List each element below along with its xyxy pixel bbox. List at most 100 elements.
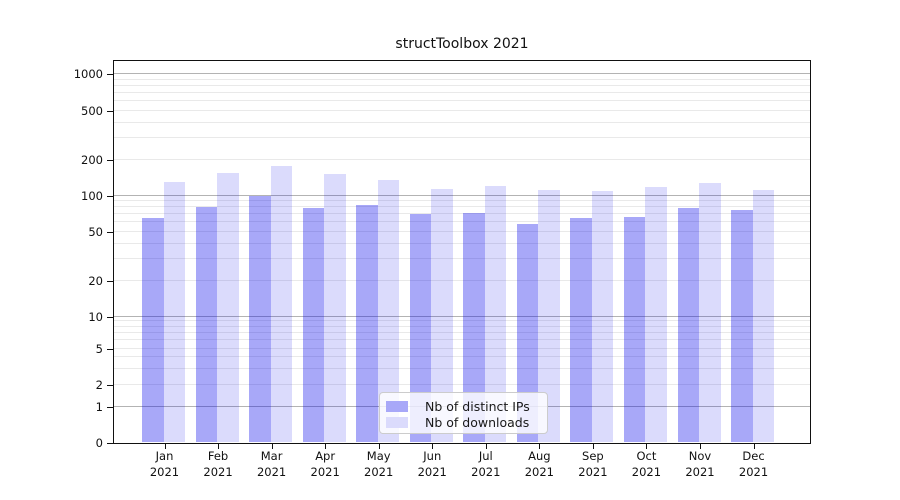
y-tick — [107, 231, 114, 233]
gridline-major — [114, 73, 810, 74]
x-tick-label: Nov 2021 — [685, 449, 715, 479]
y-tick-label: 5 — [95, 341, 103, 356]
bar-downloads — [699, 183, 721, 442]
y-tick — [107, 74, 114, 75]
chart-title: structToolbox 2021 — [395, 36, 529, 52]
bar-distinct-ips — [677, 208, 699, 442]
x-tick — [646, 444, 648, 449]
y-tick-label: 0 — [95, 436, 103, 450]
gridline-minor — [114, 78, 810, 80]
x-tick-label: Jun 2021 — [417, 449, 447, 479]
bar-distinct-ips — [249, 196, 271, 442]
x-tick-label: Aug 2021 — [524, 449, 554, 479]
bar-downloads — [752, 189, 775, 442]
gridline-minor — [114, 206, 810, 208]
x-tick — [485, 444, 487, 449]
y-tick — [107, 443, 114, 444]
x-tick — [325, 444, 327, 449]
gridline-minor — [114, 325, 810, 327]
gridline-minor — [114, 356, 810, 358]
x-tick — [539, 444, 541, 449]
x-tick-label: Mar 2021 — [256, 449, 287, 479]
legend-swatch-downloads — [386, 417, 408, 428]
bar-distinct-ips — [570, 218, 592, 442]
bar-distinct-ips — [356, 205, 378, 442]
gridline-minor — [114, 221, 810, 223]
x-tick — [271, 444, 273, 449]
gridline-minor — [114, 137, 810, 139]
gridline-minor — [114, 242, 810, 244]
bar-downloads — [484, 186, 507, 442]
y-tick — [107, 195, 114, 197]
bar-downloads — [538, 189, 560, 442]
bar-distinct-ips — [623, 216, 646, 442]
x-tick — [700, 444, 701, 449]
x-tick-label: Jan 2021 — [149, 449, 180, 479]
gridline-minor — [114, 331, 810, 333]
x-tick — [378, 444, 380, 449]
gridline-minor — [114, 230, 810, 232]
x-tick — [432, 444, 434, 449]
gridline-major — [114, 315, 810, 317]
gridline-minor — [114, 280, 810, 281]
x-tick-label: May 2021 — [364, 449, 394, 479]
x-tick-label: Feb 2021 — [203, 449, 233, 479]
gridline-minor — [114, 109, 810, 111]
y-tick-label: 50 — [88, 224, 103, 239]
legend-item-downloads: Nb of downloads — [386, 415, 539, 430]
x-tick — [592, 444, 594, 449]
gridline-minor — [114, 159, 810, 160]
y-tick — [107, 281, 114, 282]
y-tick-label: 10 — [88, 309, 103, 324]
y-tick — [107, 348, 114, 350]
x-tick — [218, 444, 220, 449]
gridline-minor — [114, 320, 810, 322]
x-tick-label: Sep 2021 — [578, 449, 608, 479]
plot-area — [113, 60, 811, 444]
gridline-minor — [114, 339, 810, 341]
x-tick-label: Jul 2021 — [471, 449, 501, 479]
bar-distinct-ips — [409, 213, 432, 442]
y-tick-label: 1 — [95, 400, 103, 414]
legend-label-downloads: Nb of downloads — [425, 415, 530, 430]
bar-downloads — [270, 166, 293, 442]
gridline-minor — [114, 84, 810, 86]
y-tick — [107, 316, 114, 318]
gridline-minor — [114, 121, 810, 123]
bar-downloads — [217, 173, 239, 442]
x-tick — [164, 444, 166, 449]
gridline-minor — [114, 367, 810, 369]
x-tick — [753, 444, 755, 449]
y-tick-label: 1000 — [73, 67, 103, 81]
gridline-minor — [114, 199, 810, 201]
bar-downloads — [163, 181, 185, 442]
gridline-minor — [114, 258, 810, 260]
gridline-minor — [114, 347, 810, 349]
y-tick-label: 500 — [81, 103, 103, 118]
legend: Nb of distinct IPs Nb of downloads — [379, 392, 548, 434]
gridline-minor — [114, 91, 810, 93]
x-tick-label: Oct 2021 — [631, 449, 662, 479]
bar-distinct-ips — [463, 213, 485, 442]
gridline-major — [114, 194, 810, 196]
legend-label-distinct-ips: Nb of distinct IPs — [425, 399, 530, 414]
legend-swatch-distinct-ips — [386, 401, 408, 412]
bar-downloads — [431, 188, 453, 442]
y-tick — [107, 407, 114, 408]
bar-distinct-ips — [516, 223, 539, 442]
x-tick-label: Dec 2021 — [738, 449, 769, 479]
bar-downloads — [324, 174, 346, 442]
bar-downloads — [377, 179, 400, 442]
bar-downloads — [591, 190, 614, 442]
bar-distinct-ips — [195, 207, 218, 442]
bar-distinct-ips — [731, 210, 753, 442]
y-tick-label: 20 — [88, 274, 103, 288]
gridline-minor — [114, 213, 810, 215]
bar-distinct-ips — [142, 217, 164, 442]
y-tick — [107, 160, 114, 161]
y-tick — [107, 384, 114, 386]
y-tick-label: 2 — [95, 377, 103, 392]
bar-distinct-ips — [302, 208, 325, 442]
legend-item-distinct-ips: Nb of distinct IPs — [386, 399, 539, 414]
